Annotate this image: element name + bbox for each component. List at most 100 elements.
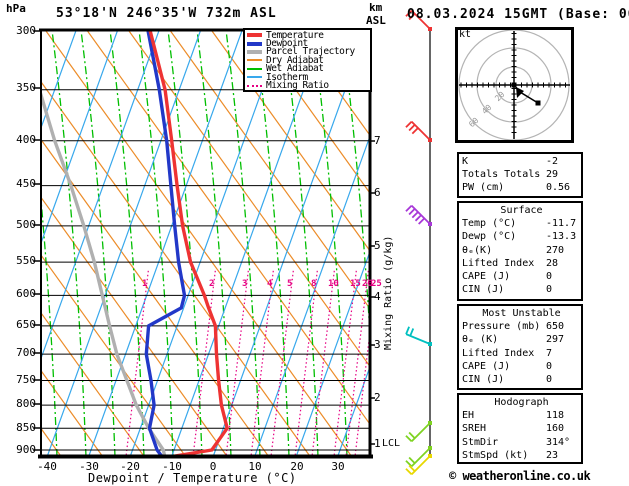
stat-row: EH 118 bbox=[462, 409, 581, 422]
stat-row: Dewp (°C) -13.3 bbox=[462, 230, 581, 243]
km-tick-label: 6 bbox=[374, 186, 381, 199]
datetime-label: 08.03.2024 15GMT (Base: 06) bbox=[407, 7, 629, 22]
pressure-tick-label: 650 bbox=[16, 318, 36, 331]
legend-swatch-thick bbox=[247, 33, 262, 38]
isotherm-line bbox=[41, 30, 119, 245]
stat-value: -2 bbox=[546, 156, 559, 167]
altitude-unit-km-label: km bbox=[369, 1, 383, 14]
wind-barb-feather bbox=[418, 217, 425, 225]
isotherm-line bbox=[41, 30, 160, 361]
most-unstable-panel: Most Unstable Pressure (mb) 650 θₑ (K) 297 L… bbox=[457, 304, 583, 390]
dry-adiabat-line bbox=[127, 30, 370, 368]
mixing-ratio-value-label: 2 bbox=[209, 279, 215, 289]
legend-label: Dewpoint bbox=[266, 38, 308, 50]
hodograph-panel-title: Hodograph bbox=[494, 397, 549, 408]
dry-adiabat-line bbox=[41, 80, 311, 457]
wind-barb bbox=[405, 446, 432, 468]
hodograph-stats-panel: Hodograph EH 118 SREH 160 StmDir 314° StmSpd (… bbox=[457, 393, 583, 464]
mixing-ratio-value-label: 5 bbox=[287, 279, 293, 289]
stat-label: PW (cm) bbox=[462, 182, 505, 194]
stat-value: 0 bbox=[546, 284, 553, 296]
hodograph-unit-label: kt bbox=[459, 29, 472, 40]
pressure-tick-label: 450 bbox=[16, 177, 36, 190]
legend-label: Dry Adiabat bbox=[266, 54, 324, 66]
mixing-ratio-line bbox=[294, 269, 318, 456]
wind-barb-feather bbox=[408, 208, 416, 216]
isotherm-line bbox=[170, 30, 326, 457]
dry-adiabat-line bbox=[86, 30, 370, 426]
wind-barb-feather bbox=[405, 435, 413, 443]
stat-value: 28 bbox=[546, 257, 559, 269]
wet-adiabat-line bbox=[80, 30, 116, 457]
wind-barb-feather bbox=[405, 468, 413, 476]
legend-item: Parcel Trajectory bbox=[247, 46, 370, 57]
stat-value: 650 bbox=[546, 321, 565, 333]
stat-label: Pressure (mb) bbox=[462, 321, 541, 333]
stat-label: StmSpd (kt) bbox=[462, 449, 529, 461]
legend-swatch-thin bbox=[247, 59, 262, 62]
pressure-tick-label: 700 bbox=[16, 346, 36, 359]
dry-adiabat-line bbox=[41, 311, 145, 457]
stat-row: CAPE (J) 0 bbox=[462, 270, 581, 283]
mixing-ratio-value-label: 10 bbox=[328, 279, 339, 289]
pressure-unit-label: hPa bbox=[6, 2, 26, 15]
isotherm-line bbox=[87, 30, 243, 457]
km-tick-label: 1 bbox=[374, 437, 381, 450]
legend-swatch-thick bbox=[247, 41, 262, 46]
parcel-trajectory-curve bbox=[41, 89, 167, 457]
stat-label: K bbox=[462, 156, 469, 167]
pressure-tick-label: 750 bbox=[16, 373, 36, 386]
stat-row: StmSpd (kt) 23 bbox=[462, 449, 581, 462]
surface-panel: Surface Temp (°C) -11.7 Dewp (°C) -13.3 θₑ(K… bbox=[457, 201, 583, 301]
stat-value: 0 bbox=[546, 373, 553, 385]
legend-item: Wet Adiabat bbox=[247, 63, 370, 74]
km-tick-label: 4 bbox=[374, 290, 381, 303]
isotherm-line bbox=[129, 30, 285, 457]
wet-adiabat-line bbox=[400, 30, 434, 457]
wind-barb-feather bbox=[411, 127, 419, 135]
stat-value: 0 bbox=[546, 270, 553, 282]
dry-adiabat-line bbox=[252, 30, 370, 195]
wind-barb-feather bbox=[411, 211, 419, 219]
stat-label: CAPE (J) bbox=[462, 270, 511, 282]
temperature-curve bbox=[148, 30, 229, 457]
temperature-tick-label: 30 bbox=[331, 460, 345, 473]
hodograph-frame bbox=[455, 27, 574, 143]
wind-barb bbox=[405, 326, 432, 346]
stat-value: 160 bbox=[546, 423, 565, 435]
temperature-tick-label: -10 bbox=[162, 460, 182, 473]
stat-value: 7 bbox=[546, 347, 553, 359]
dry-adiabat-line bbox=[210, 30, 370, 252]
stat-label: StmDir bbox=[462, 436, 499, 448]
wind-barb-feather bbox=[405, 326, 410, 335]
km-tick-label: 5 bbox=[374, 239, 381, 252]
wind-barb-feather bbox=[408, 431, 416, 439]
station-title: 53°18'N 246°35'W 732m ASL bbox=[56, 6, 277, 21]
mixing-ratio-value-label: 20 bbox=[362, 279, 373, 289]
pressure-tick-label: 850 bbox=[16, 421, 36, 434]
pressure-tick-label: 550 bbox=[16, 254, 36, 267]
dry-adiabat-line bbox=[44, 30, 353, 457]
wind-barb-feather bbox=[414, 214, 422, 222]
mixing-ratio-line bbox=[270, 269, 294, 456]
wind-barb-shaft bbox=[405, 333, 431, 345]
stat-label: Dewp (°C) bbox=[462, 231, 517, 243]
dry-adiabat-line bbox=[293, 30, 370, 137]
isotherm-line bbox=[253, 134, 370, 457]
mixing-ratio-value-label: 15 bbox=[350, 279, 361, 289]
stat-row: Lifted Index 7 bbox=[462, 347, 581, 360]
stat-value: 0 bbox=[546, 360, 553, 372]
dewpoint-curve bbox=[144, 30, 187, 457]
hodograph-end-marker bbox=[535, 100, 541, 106]
wind-barb-feather bbox=[408, 464, 416, 472]
stat-label: SREH bbox=[462, 423, 487, 435]
wind-barb-feather bbox=[408, 456, 416, 464]
pressure-tick-label: 400 bbox=[16, 133, 36, 146]
temperature-tick-label: 10 bbox=[248, 460, 262, 473]
altitude-unit-asl-label: ASL bbox=[366, 14, 386, 27]
stat-row: θₑ (K) 297 bbox=[462, 333, 581, 346]
stat-row: Lifted Index 28 bbox=[462, 257, 581, 270]
legend-item: Temperature bbox=[247, 30, 370, 41]
legend-swatch-dotted bbox=[247, 84, 262, 87]
